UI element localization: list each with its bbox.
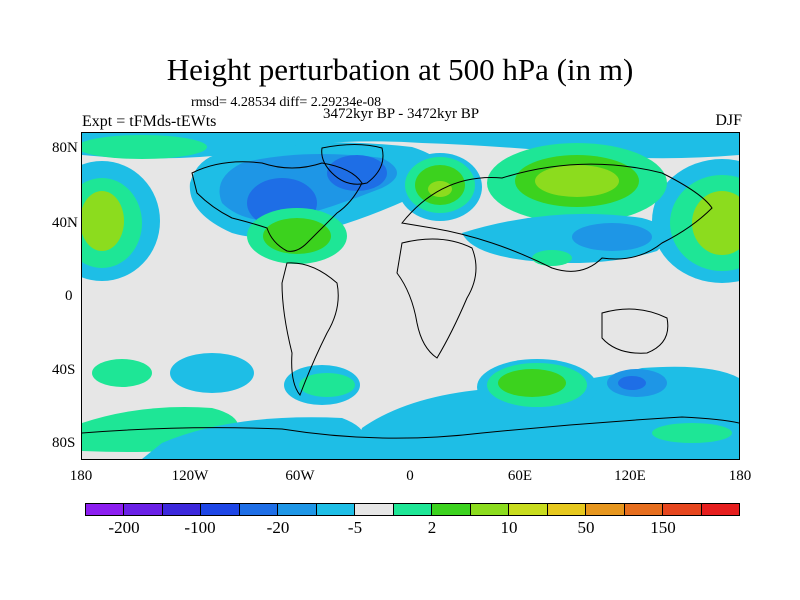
- north-america-negative-region: [189, 142, 444, 238]
- experiment-label: Expt = tFMds-tEWts: [82, 113, 217, 130]
- lon-label-0: 0: [406, 468, 414, 484]
- antarctica-coast: [82, 416, 739, 439]
- colorbar-cell: [663, 504, 702, 515]
- north-pacific-positive-region: [82, 159, 739, 283]
- south-america-coast: [281, 262, 339, 396]
- colorbar-label: -200: [108, 518, 140, 537]
- colorbar-label: -100: [184, 518, 216, 537]
- arctic-positive-patch: [82, 135, 207, 159]
- lon-label-180e: 180: [728, 468, 752, 484]
- lon-label-120w: 120W: [171, 468, 209, 484]
- lat-label-eq: 0: [65, 288, 73, 304]
- colorbar-cell: [701, 504, 739, 515]
- colorbar-cell: [586, 504, 625, 515]
- west-atlantic-positive-region: [247, 208, 347, 264]
- south-indian-positive-region: [477, 359, 597, 415]
- lat-label-40s: 40S: [52, 362, 76, 378]
- colorbar-label: 50: [577, 518, 595, 537]
- lat-label-40n: 40N: [52, 215, 78, 231]
- colorbar-cell: [393, 504, 433, 515]
- coastlines: [82, 144, 739, 439]
- colorbar-cell: [432, 504, 471, 515]
- lon-label-180w: 180: [69, 468, 93, 484]
- colorbar-cell: [470, 504, 510, 515]
- colorbar-cell: [86, 504, 125, 515]
- contour-map: [82, 133, 739, 459]
- lon-label-60w: 60W: [285, 468, 315, 484]
- colorbar-cell: [316, 504, 356, 515]
- lon-label-60e: 60E: [507, 468, 533, 484]
- eurasia-coast: [401, 163, 713, 272]
- map-panel: [81, 132, 740, 460]
- colorbar-label: 150: [650, 518, 676, 537]
- colorbar-cell: [201, 504, 240, 515]
- greenland-coast: [321, 144, 384, 185]
- season-label: DJF: [715, 112, 742, 129]
- plot-title: Height perturbation at 500 hPa (in m): [166, 52, 634, 87]
- antarctica-positive-region: [82, 407, 732, 459]
- europe-positive-region: [398, 153, 482, 221]
- central-asia-positive-region: [487, 143, 667, 223]
- colorbar-label: -20: [266, 518, 290, 537]
- colorbar-cell: [278, 504, 317, 515]
- colorbar-cell: [624, 504, 664, 515]
- south-atlantic-positive-region: [284, 365, 360, 405]
- period-subtitle: 3472kyr BP - 3472kyr BP: [323, 106, 480, 122]
- australia-coast: [601, 308, 669, 354]
- colorbar-cell: [547, 504, 587, 515]
- colorbar-cell: [124, 504, 163, 515]
- colorbar-label: -5: [347, 518, 363, 537]
- colorbar-cell: [509, 504, 548, 515]
- stats-subtitle: rmsd= 4.28534 diff= 2.29234e-08: [191, 95, 382, 110]
- colorbar-label: 2: [427, 518, 437, 537]
- colorbar-cell: [239, 504, 279, 515]
- colorbar: [85, 503, 740, 516]
- africa-coast: [396, 238, 477, 359]
- colorbar-cell: [162, 504, 202, 515]
- lon-label-120e: 120E: [614, 468, 646, 484]
- lat-label-80n: 80N: [52, 140, 78, 156]
- south-pacific-negative-region: [92, 353, 254, 393]
- north-america-coast: [191, 161, 363, 252]
- lat-label-80s: 80S: [52, 435, 76, 451]
- colorbar-cell: [355, 504, 394, 515]
- colorbar-label: 10: [500, 518, 518, 537]
